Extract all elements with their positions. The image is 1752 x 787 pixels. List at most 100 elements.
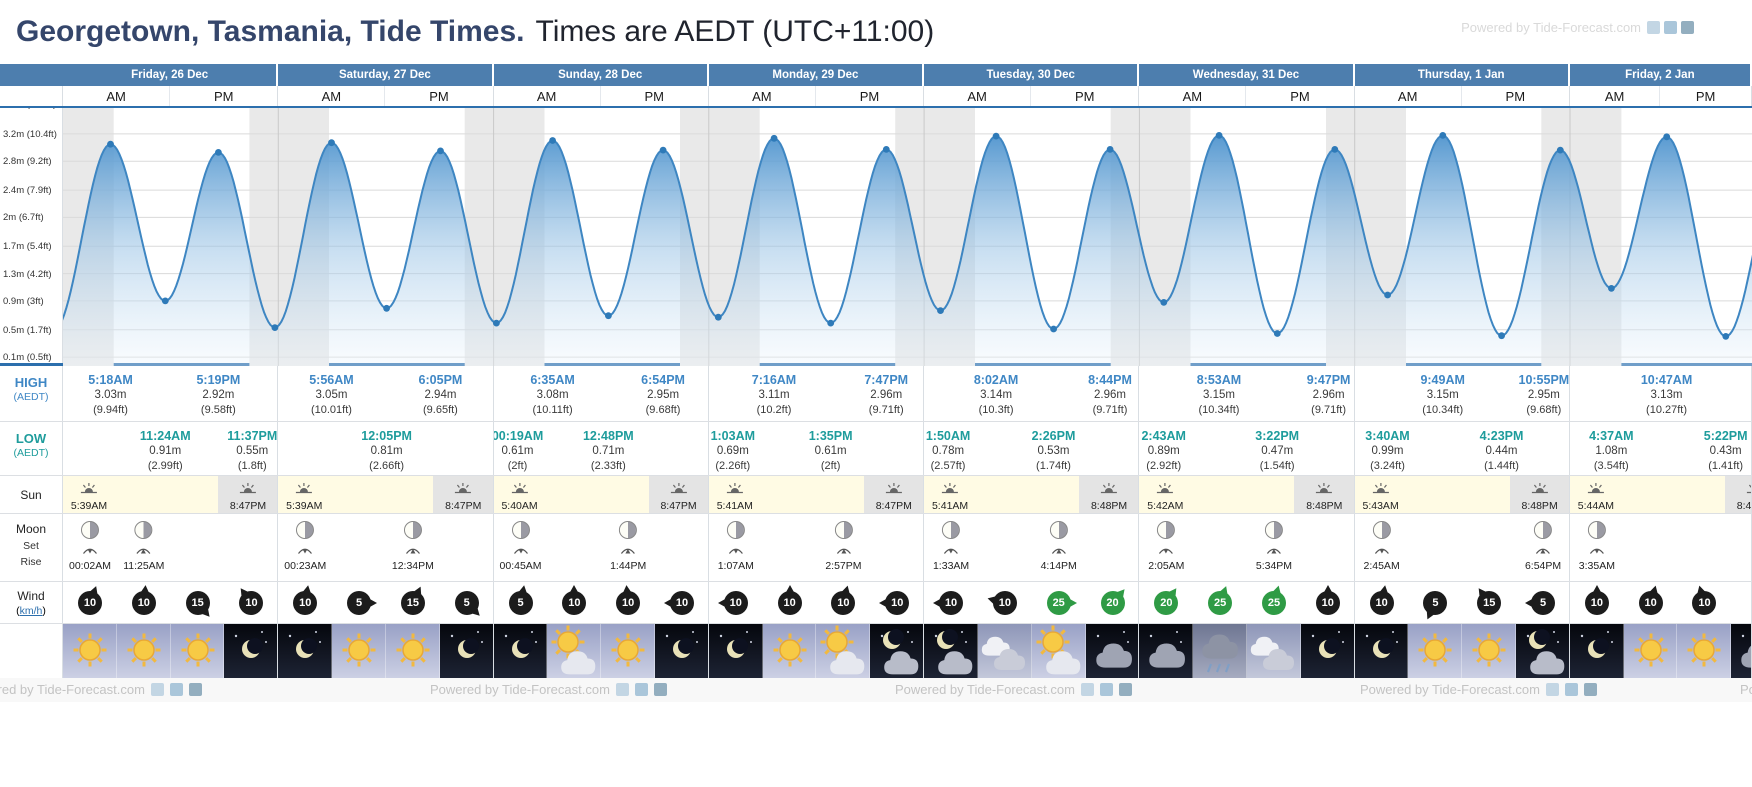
weather-cell-cloudy-night xyxy=(1139,624,1194,678)
day-low-cell: 1:50AM 0.78m (2.57ft) 2:26PM 0.53m (1.74ft) xyxy=(924,422,1140,475)
moonset-icon xyxy=(1589,548,1604,554)
day-header: Friday, 26 Dec xyxy=(63,64,279,86)
wind-speed-value: 10 xyxy=(1692,591,1717,615)
wind-speed-value: 10 xyxy=(239,591,264,615)
high-time: 8:53AM xyxy=(1196,373,1242,387)
day-moon-cell: 1:33AM 4:14PM xyxy=(924,514,1140,581)
moon-phase-icon xyxy=(1587,521,1606,539)
moonset-icon xyxy=(513,548,528,554)
moon-phase-icon xyxy=(1049,521,1068,539)
high-time: 5:19PM xyxy=(196,373,241,387)
height-m: 0.61m xyxy=(501,445,534,458)
wind-speed-value: 5 xyxy=(1423,591,1448,615)
weather-cell-clear-night xyxy=(1354,624,1409,678)
moon-phase-icon xyxy=(619,521,638,539)
weather-sunny-icon xyxy=(1687,633,1721,667)
am-label: AM xyxy=(1570,86,1661,106)
ampm-cell: AM PM xyxy=(1570,86,1752,106)
sunrise-icon xyxy=(296,483,313,494)
sunrise-entry: 5:39AM xyxy=(71,481,107,512)
height-m: 2.96m xyxy=(1312,389,1345,402)
y-axis-label: 0.9m (3ft) xyxy=(3,295,44,307)
low-tide-entry: 00:19AM 0.61m (2ft) xyxy=(494,428,544,473)
page-title: Georgetown, Tasmania, Tide Times. xyxy=(16,15,525,48)
weather-clear-night-icon xyxy=(289,631,322,658)
moon-phase-icon xyxy=(834,521,853,539)
height-m: 0.53m xyxy=(1037,445,1070,458)
wind-speed-value: 10 xyxy=(723,591,748,615)
weather-cell-cloudy xyxy=(1246,624,1301,678)
height-ft: (2.66ft) xyxy=(369,460,405,473)
sunrise-icon xyxy=(1157,483,1174,494)
wind-badge: 5 xyxy=(504,584,538,620)
weather-cell-rain xyxy=(1193,624,1247,678)
low-time: 11:37PM xyxy=(227,429,278,443)
wind-speed-value: 15 xyxy=(185,591,210,615)
day-sun-cell: 5:41AM 8:47PM xyxy=(708,476,925,513)
height-m: 2.92m xyxy=(202,389,235,402)
wind-badge: 5 xyxy=(342,586,378,620)
sunset-time: 8:47PM xyxy=(660,499,697,512)
height-ft: (1.54ft) xyxy=(1259,460,1295,473)
footer-watermark-bar: Powered by Tide-Forecast.com Powered by T… xyxy=(0,678,1752,702)
high-tide-entry: 9:49AM 3.15m (10.34ft) xyxy=(1420,372,1464,417)
day-moon-cell: 00:45AM 1:44PM xyxy=(494,514,709,581)
low-tide-entry: 4:23PM 0.44m (1.44ft) xyxy=(1480,428,1524,473)
moon-row-label: Moon Set Rise xyxy=(0,514,63,581)
high-tide-entry: 5:56AM 3.05m (10.01ft) xyxy=(309,372,353,417)
height-m: 0.69m xyxy=(716,445,749,458)
height-m: 3.08m xyxy=(536,389,569,402)
low-timezone-label: (AEDT) xyxy=(13,447,49,459)
day-sun-cell: 5:44AM 8:48PM xyxy=(1569,476,1752,513)
wind-direction-arrow xyxy=(1311,585,1345,620)
sunset-time: 8:47PM xyxy=(229,499,267,512)
height-m: 0.43m xyxy=(1709,445,1742,458)
low-time: 4:37AM xyxy=(1589,429,1634,443)
wind-speed-value: 10 xyxy=(131,591,156,615)
share-icon xyxy=(1583,683,1597,696)
high-tide-entry: 10:47AM 3.13m (10.27ft) xyxy=(1641,372,1692,417)
wind-speed-value: 5 xyxy=(347,591,372,615)
day-high-cell: 8:02AM 3.14m (10.3ft) 8:44PM 2.96m (9.71ft) xyxy=(924,366,1140,421)
day-weather-cell xyxy=(278,624,494,678)
wind-badge: 10 xyxy=(879,586,914,620)
high-row-label: HIGH (AEDT) xyxy=(0,366,63,421)
height-ft: (2.92ft) xyxy=(1146,460,1182,473)
wind-row-label: Wind (km/h) xyxy=(0,582,63,623)
high-tide-entry: 5:18AM 3.03m (9.94ft) xyxy=(88,372,132,417)
wind-speed-value: 10 xyxy=(831,591,856,615)
y-axis-label: 2.4m (7.9ft) xyxy=(3,185,52,197)
ampm-cell: AM PM xyxy=(278,86,494,106)
low-time: 4:23PM xyxy=(1479,429,1524,443)
sunset-entry: 8:48PM xyxy=(1737,481,1751,512)
moon-set-entry: 00:02AM xyxy=(69,521,111,572)
corner-cell xyxy=(0,64,63,86)
low-tide-entry: 12:48PM 0.71m (2.33ft) xyxy=(583,428,634,473)
wind-unit-link[interactable]: km/h xyxy=(19,605,43,617)
high-tide-entry: 7:47PM 2.96m (9.71ft) xyxy=(864,372,908,417)
high-time: 10:55PM xyxy=(1518,373,1570,387)
moonset-icon xyxy=(1374,548,1389,554)
weather-cell-sunny xyxy=(1623,624,1678,678)
y-axis-label: 2.8m (9.2ft) xyxy=(3,156,52,168)
weather-cell-sunny xyxy=(63,624,117,678)
day-low-cell: 11:24AM 0.91m (2.99ft) 11:37PM 0.55m (1.8ft) xyxy=(63,422,279,475)
weather-cell-clear-night xyxy=(1569,624,1624,678)
moonrise-icon xyxy=(621,548,636,554)
moon-set-entry: 3:35AM xyxy=(1579,521,1615,572)
height-m: 2.95m xyxy=(647,389,680,402)
moon-phase-icon xyxy=(1157,521,1176,539)
height-m: 3.03m xyxy=(94,389,127,402)
day-low-cell: 4:37AM 1.08m (3.54ft) 5:22PM 0.43m (1.41ft) xyxy=(1570,422,1752,475)
sunrise-time: 5:41AM xyxy=(716,499,753,512)
day-weather-cell xyxy=(1354,624,1570,678)
weather-cloudy-night-icon xyxy=(1149,631,1186,668)
sunset-entry: 8:47PM xyxy=(230,481,266,512)
high-tide-entry: 5:19PM 2.92m (9.58ft) xyxy=(196,372,240,417)
share-icon xyxy=(1647,21,1660,34)
weather-sunny-icon xyxy=(1472,633,1506,667)
height-ft: (9.65ft) xyxy=(423,404,458,417)
low-tide-entry: 4:37AM 1.08m (3.54ft) xyxy=(1589,428,1633,473)
weather-cloudy-icon xyxy=(981,636,1025,670)
wind-speed-value: 10 xyxy=(1638,591,1663,615)
